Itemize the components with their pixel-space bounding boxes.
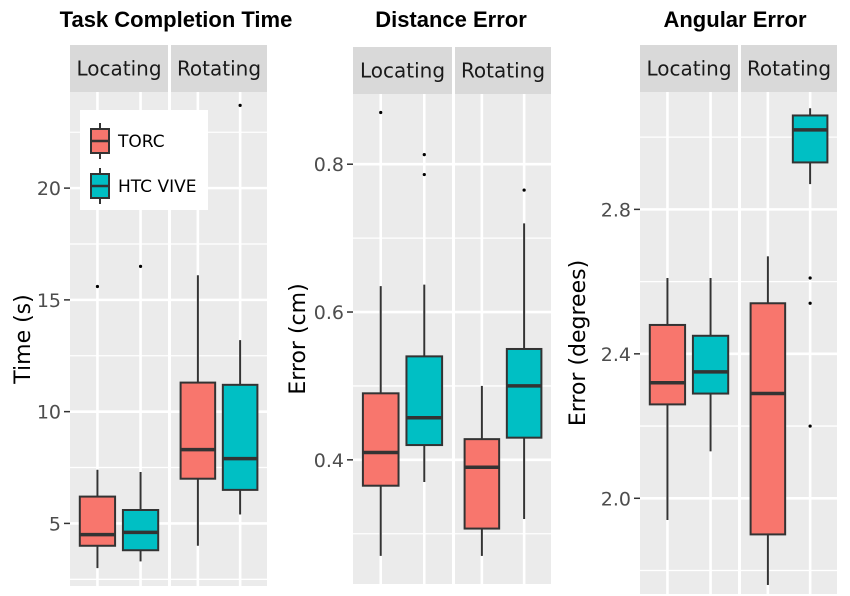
- facet-strip-label: Rotating: [747, 57, 831, 81]
- outlier-point: [138, 264, 143, 268]
- box-iqr: [463, 438, 501, 530]
- box-htc-vive: [405, 153, 444, 483]
- box-torc: [78, 284, 117, 569]
- chart-2: Distance Error Error (cm) Locating Rotating…: [286, 7, 551, 584]
- facet-panel-rotating: Rotating: [741, 45, 837, 594]
- facet-panel-locating: Locating: [640, 45, 738, 594]
- box-iqr: [405, 355, 444, 447]
- chart-title: Angular Error: [663, 7, 806, 32]
- y-tick-label: 0.8: [314, 154, 344, 176]
- facet-strip: [70, 45, 168, 92]
- facet-strip: [171, 45, 267, 92]
- y-tick-label: 2.8: [601, 199, 631, 221]
- outlier-point: [808, 301, 812, 305]
- box-htc-vive: [791, 108, 829, 428]
- facet-strip-label: Rotating: [177, 57, 261, 81]
- box-htc-vive: [221, 103, 259, 515]
- box-iqr: [121, 509, 160, 552]
- chart-1: Task Completion Time Time (s) Locating Rota…: [11, 7, 292, 586]
- legend-key-torc: [90, 123, 110, 159]
- outlier-point: [95, 284, 100, 289]
- y-axis-label: Error (cm): [286, 283, 311, 394]
- box-iqr: [691, 334, 730, 395]
- box-iqr: [221, 383, 259, 491]
- outlier-point: [522, 188, 526, 192]
- facet-panel-rotating: Rotating: [171, 45, 267, 586]
- y-tick-label: 10: [37, 402, 61, 424]
- legend-label: HTC VIVE: [118, 177, 196, 197]
- y-tick-label: 20: [37, 178, 61, 200]
- chart-3: Angular Error Error (degrees) Locating Rota…: [566, 7, 837, 594]
- box-iqr: [749, 302, 787, 536]
- outlier-point: [422, 153, 426, 157]
- facet-strip: [741, 45, 837, 92]
- box-htc-vive: [691, 277, 730, 452]
- legend-label: TORC: [117, 132, 165, 152]
- y-tick-label: 15: [37, 290, 61, 312]
- y-tick-label: 0.4: [314, 450, 344, 472]
- y-axis-label: Time (s): [11, 294, 36, 384]
- chart-title: Distance Error: [375, 7, 527, 32]
- box-torc: [179, 275, 217, 546]
- box-torc: [463, 385, 501, 556]
- box-iqr: [791, 114, 829, 164]
- facet-strip: [353, 47, 452, 94]
- legend: TORC HTC VIVE: [80, 110, 208, 210]
- box-iqr: [179, 381, 217, 480]
- y-tick-label: 2.0: [601, 488, 631, 510]
- legend-key-htc-vive: [90, 168, 110, 204]
- outlier-point: [808, 424, 812, 428]
- y-tick-label: 2.4: [601, 344, 631, 366]
- facet-strip-label: Locating: [76, 57, 161, 81]
- box-iqr: [648, 323, 687, 406]
- facet-strip: [640, 45, 738, 92]
- box-iqr: [505, 347, 543, 439]
- y-tick-label: 0.6: [314, 302, 344, 324]
- box-torc: [749, 256, 787, 585]
- facet-strip-label: Locating: [360, 59, 445, 83]
- box-htc-vive: [121, 264, 160, 562]
- facet-panel-locating: Locating: [353, 47, 452, 584]
- box-iqr: [361, 392, 400, 487]
- facet-strip-label: Rotating: [461, 59, 545, 83]
- y-axis-label: Error (degrees): [566, 260, 591, 426]
- box-htc-vive: [505, 188, 543, 519]
- y-tick-label: 5: [49, 513, 61, 535]
- box-torc: [361, 110, 400, 556]
- outlier-point: [379, 110, 383, 115]
- facet-strip: [455, 47, 551, 94]
- panel-background: [353, 94, 452, 584]
- facet-strip-label: Locating: [646, 57, 731, 81]
- box-iqr: [78, 495, 117, 547]
- outlier-point: [422, 172, 426, 177]
- box-torc: [648, 277, 687, 520]
- outlier-point: [238, 103, 242, 108]
- outlier-point: [808, 276, 812, 280]
- chart-title: Task Completion Time: [60, 7, 293, 32]
- facet-panel-rotating: Rotating: [455, 47, 551, 584]
